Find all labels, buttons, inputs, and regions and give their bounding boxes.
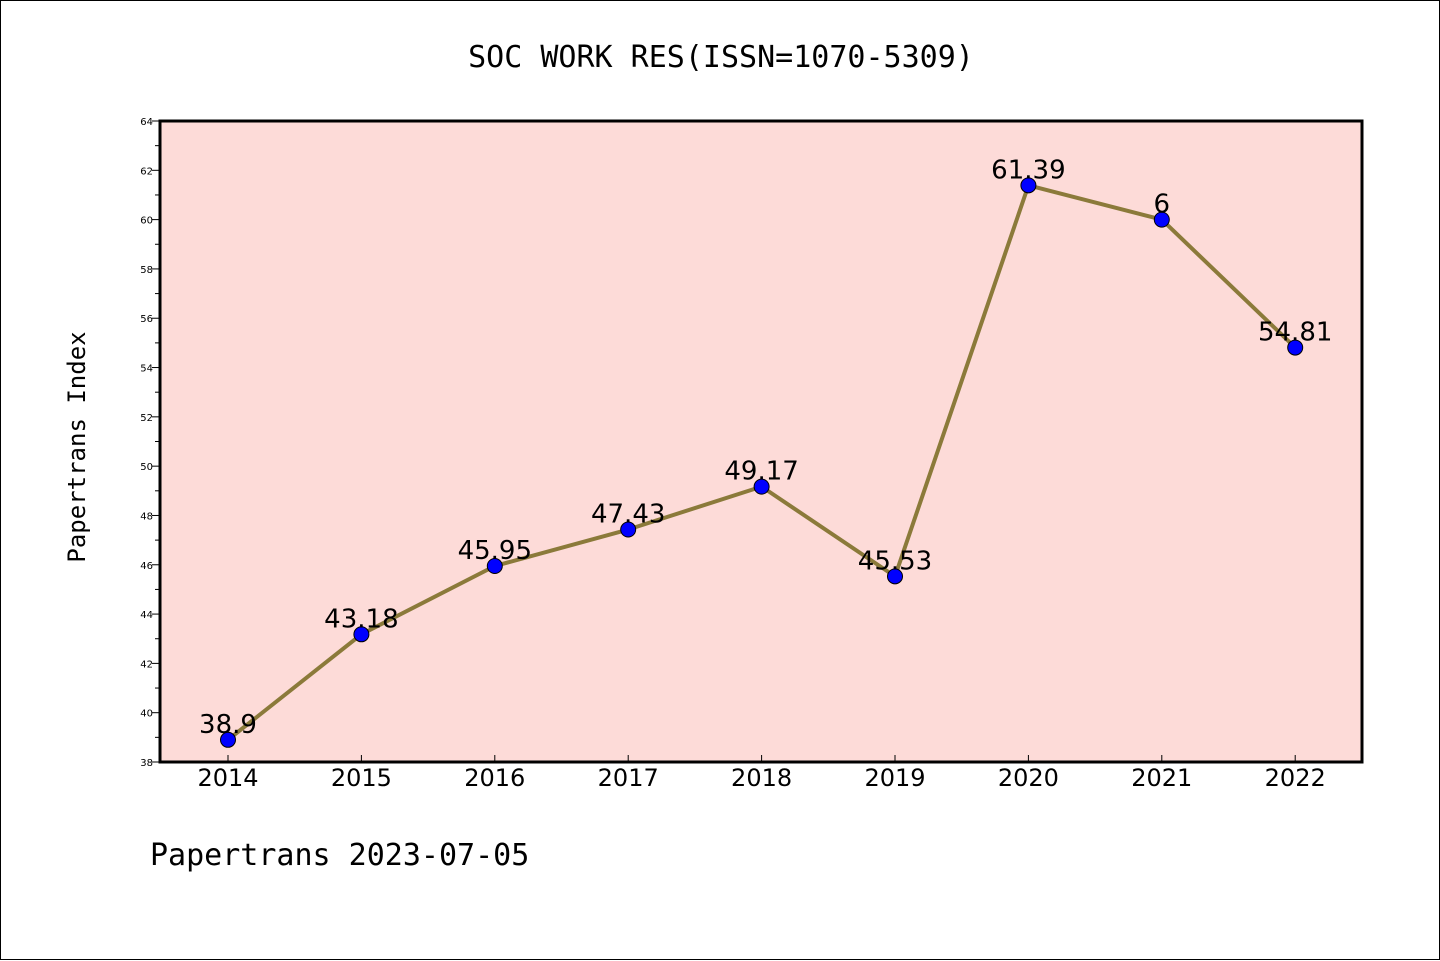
x-axis: 2014 2015 2016 2017 2018 2019 2020 2021 2022 <box>197 755 1326 792</box>
data-label-2022: 54.81 <box>1258 318 1332 348</box>
data-label-2018: 49.17 <box>724 457 798 487</box>
data-label-2017: 47.43 <box>591 500 665 530</box>
data-label-2020: 61.39 <box>991 155 1065 185</box>
x-tick-label: 2015 <box>331 764 392 792</box>
data-point-2022 <box>1287 339 1304 356</box>
y-tick-label: 52 <box>140 413 153 424</box>
y-tick-label: 64 <box>140 117 153 128</box>
data-label-2015: 43.18 <box>324 604 398 634</box>
data-point-2014 <box>220 731 236 748</box>
data-label-2014: 38.9 <box>199 710 257 740</box>
x-tick-label: 2021 <box>1131 764 1192 792</box>
x-tick-label: 2019 <box>864 764 925 792</box>
y-tick-label: 54 <box>140 364 153 375</box>
data-label-2021: 6 <box>1154 190 1171 220</box>
data-point-2018 <box>753 478 770 495</box>
data-point-2016 <box>486 558 503 575</box>
x-tick-label: 2022 <box>1265 764 1326 792</box>
data-markers <box>220 177 1304 748</box>
y-tick-label: 40 <box>140 709 153 720</box>
data-labels: 38.9 43.18 45.95 47.43 49.17 45.53 61.39 6 54.81 <box>199 155 1332 739</box>
data-point-2015 <box>353 626 370 643</box>
y-tick-label: 48 <box>140 511 153 522</box>
y-tick-label: 62 <box>140 166 153 177</box>
y-tick-label: 46 <box>140 561 153 572</box>
x-tick-label: 2017 <box>598 764 659 792</box>
x-tick-label: 2020 <box>998 764 1059 792</box>
y-axis-label: Papertrans Index <box>63 331 91 562</box>
data-point-2019 <box>887 568 903 585</box>
x-tick-label: 2014 <box>197 764 258 792</box>
y-tick-label: 50 <box>140 462 153 473</box>
x-tick-label: 2016 <box>464 764 525 792</box>
x-tick-label: 2018 <box>731 764 792 792</box>
y-tick-label: 42 <box>140 659 153 670</box>
data-point-2021 <box>1153 211 1170 228</box>
data-point-2017 <box>620 521 637 538</box>
data-point-2020 <box>1020 177 1037 194</box>
y-tick-label: 58 <box>140 265 153 276</box>
footer-text: Papertrans 2023-07-05 <box>150 838 529 873</box>
y-axis: 38 40 42 44 46 48 50 52 54 56 58 60 62 64 <box>140 117 160 769</box>
y-tick-label: 56 <box>140 314 153 325</box>
chart-title: SOC WORK RES(ISSN=1070-5309) <box>468 40 974 75</box>
plot-area <box>158 119 1364 764</box>
data-label-2016: 45.95 <box>458 536 532 566</box>
y-tick-label: 44 <box>140 610 153 621</box>
data-label-2019: 45.53 <box>858 546 932 576</box>
y-tick-label: 38 <box>140 758 153 769</box>
y-tick-label: 60 <box>140 216 153 227</box>
